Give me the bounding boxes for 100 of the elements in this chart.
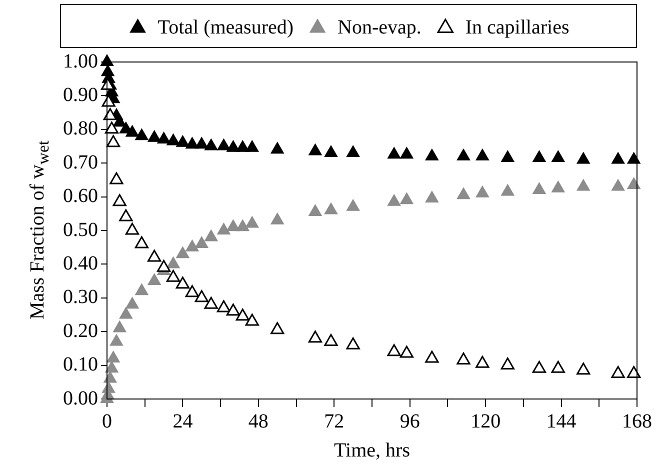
point [388,147,401,159]
point [246,140,259,152]
point [156,260,171,272]
point [425,148,439,160]
point [627,178,640,190]
point [400,346,414,358]
legend-label: In capillaries [465,16,570,38]
point [217,223,230,234]
point [236,308,250,321]
point [400,192,414,204]
point [119,209,133,222]
point [476,148,489,160]
point [425,190,439,202]
y-tick-label: 0.60 [63,185,98,208]
point [576,179,590,191]
point [456,352,470,364]
point [166,270,180,282]
point [245,314,259,326]
point [552,180,565,192]
x-tick-label: 96 [400,410,420,432]
legend-label: Total (measured) [158,16,294,38]
point [186,240,199,252]
point [185,285,199,298]
y-tick-label: 0.10 [63,354,98,376]
point [176,276,190,289]
point [576,362,590,375]
x-tick-label: 0 [102,410,112,432]
x-axis-title: Time, hrs [334,439,410,462]
y-tick-label: 0.90 [63,84,98,106]
point [456,188,470,200]
point [611,366,625,378]
point [551,360,565,373]
point [532,150,546,162]
point [226,140,240,152]
point [148,274,161,286]
point [176,135,190,147]
y-tick-label: 0.70 [63,151,98,174]
point [226,304,240,316]
point [532,182,546,194]
point [456,148,470,160]
point [126,125,139,137]
point [308,204,322,216]
point [106,351,120,363]
point [346,145,360,157]
point [270,212,284,224]
point [476,356,490,368]
y-tick-label: 0.30 [63,286,98,308]
point [216,300,231,312]
point [324,202,338,214]
x-tick-label: 120 [470,410,501,432]
point [100,54,114,66]
point [148,130,161,142]
point [112,194,126,206]
point [388,194,401,206]
legend-label: Non-evap. [338,16,422,38]
point [346,199,360,211]
point [204,296,218,309]
x-tick-label: 24 [172,410,193,432]
point [119,307,132,319]
x-tick-label: 48 [248,410,268,432]
point [166,134,180,146]
point [308,330,322,343]
point [627,366,641,378]
point [500,358,514,370]
point [270,142,284,154]
point [532,360,546,373]
point [103,108,117,120]
point [552,150,565,162]
point [157,132,170,144]
point [135,128,148,140]
point [176,246,190,258]
point [166,256,180,268]
point [627,152,640,164]
point [113,320,126,332]
point [226,220,240,232]
point [186,137,199,149]
point [104,371,117,383]
point [194,290,208,302]
point [476,186,489,198]
point [195,137,208,149]
point [110,334,124,346]
y-tick-label: 0.40 [63,252,98,274]
point [125,222,140,235]
point [105,361,118,373]
y-tick-label: 0.20 [63,320,98,342]
point [400,147,414,159]
point [501,150,514,162]
point [308,144,322,156]
y-tick-label: 1.00 [63,50,98,72]
point [324,334,338,346]
point [425,350,439,363]
point [324,145,338,157]
point [612,179,625,191]
point [346,337,360,350]
point [501,184,514,196]
point [236,140,250,152]
point [246,216,259,228]
point [195,236,208,248]
x-tick-label: 144 [546,410,576,432]
x-tick-label: 72 [324,410,344,432]
